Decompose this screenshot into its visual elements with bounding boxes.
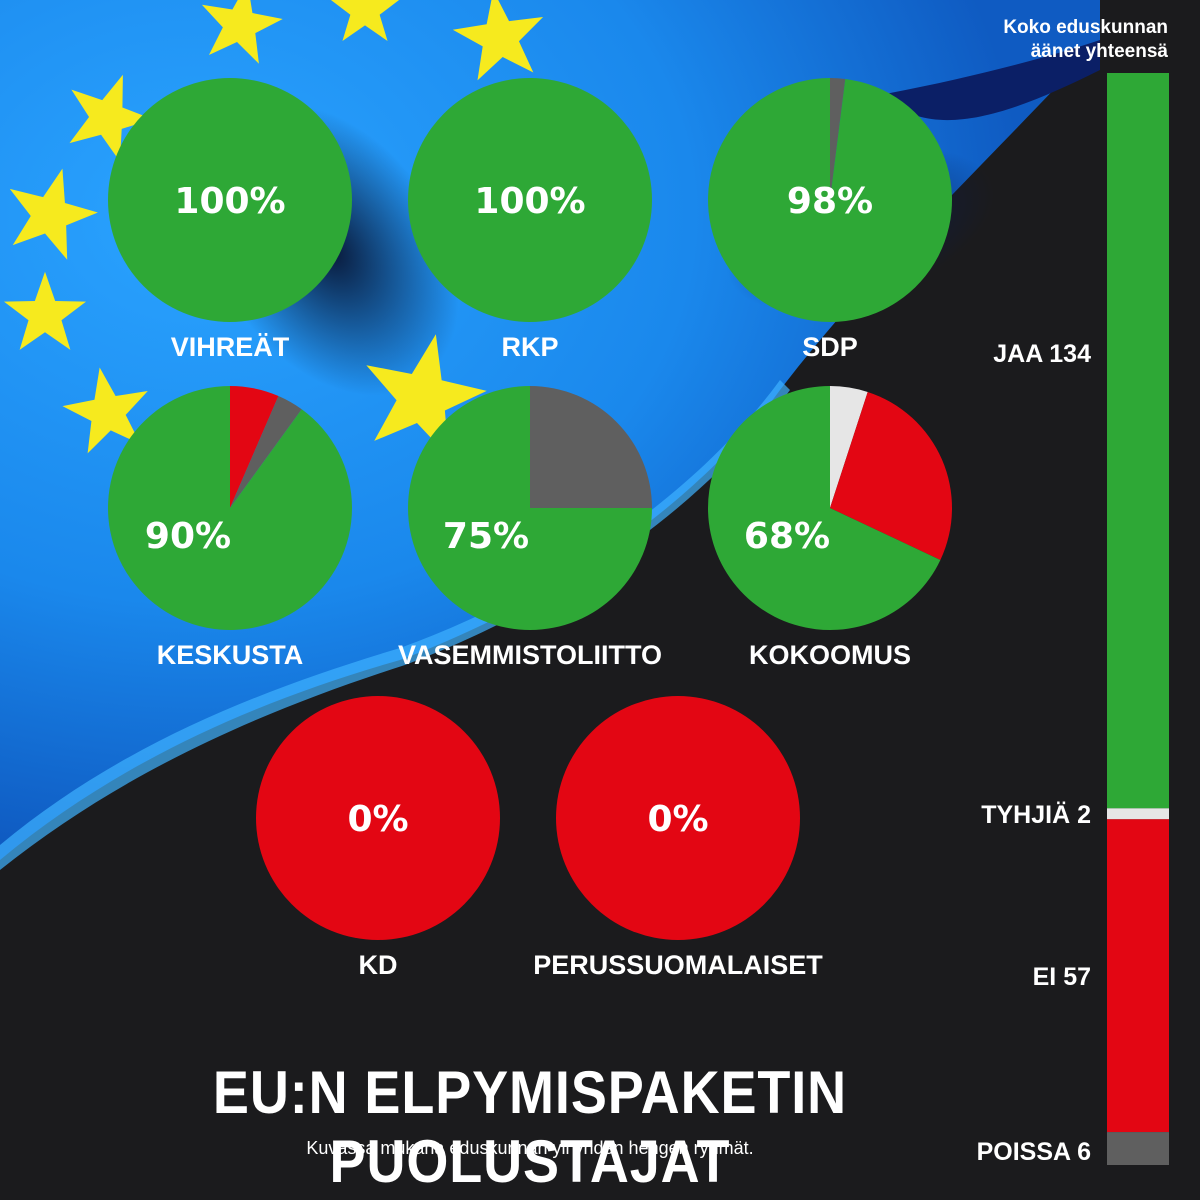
pie-percent-label: 100% [474,181,585,222]
pie-slice-jaa [408,78,652,322]
party-name-label: KOKOOMUS [749,640,911,670]
pie-kd: 0% KD [256,696,500,980]
pie-slice-poissa [230,396,302,508]
bar-segment-ei [1107,819,1169,1133]
bar-title-line: äänet yhteensä [1031,41,1169,62]
pie-slice-poissa [530,386,652,508]
bar-segment-tyhja [1107,808,1169,820]
bar-segment-poissa [1107,1132,1169,1165]
bar-label-jaa: JAA 134 [993,340,1091,368]
bar-segment-jaa [1107,73,1169,809]
flag-dark-edge [880,40,1100,121]
pie-slice-jaa [408,386,652,630]
pie-percent-label: 98% [787,181,873,222]
pie-slice-tyhja [830,386,868,508]
pie-keskusta: 90% KESKUSTA [108,386,353,670]
party-pies: 100% VIHREÄT 100% RKP 98% SDP 90% KESKUSTA 75% VA… [108,78,953,980]
pie-slice-poissa [830,78,846,200]
pie-percent-label: 75% [443,516,529,557]
bar-title-line: Koko eduskunnan [1003,17,1168,38]
pie-perussuomalaiset: 0% PERUSSUOMALAISET [533,696,823,980]
party-name-label: KESKUSTA [157,640,304,670]
pie-slice-ei [556,696,800,940]
party-name-label: PERUSSUOMALAISET [533,950,823,980]
pie-percent-label: 68% [744,516,830,557]
party-name-label: SDP [802,332,858,362]
pie-slice-jaa [708,78,953,322]
bar-label-ei: EI 57 [1033,963,1091,991]
bar-label-tyhja: TYHJIÄ 2 [981,801,1091,829]
pie-slice-jaa [108,386,353,630]
pie-slice-ei [830,391,953,560]
party-name-label: VASEMMISTOLIITTO [398,640,662,670]
pie-slice-jaa [108,78,352,322]
pie-percent-label: 0% [347,799,408,840]
bar-label-poissa: POISSA 6 [977,1138,1091,1166]
pie-slice-ei [256,696,500,940]
party-name-label: KD [359,950,398,980]
pie-percent-label: 0% [647,799,708,840]
pie-vasemmistoliitto: 75% VASEMMISTOLIITTO [398,386,662,670]
total-votes-bar: Koko eduskunnan äänet yhteensä JAA 134 TYHJ… [977,17,1169,1166]
pie-vihreat: 100% VIHREÄT [108,78,352,362]
page-subtitle: Kuvassa mukana eduskunnan yli yhden heng… [306,1138,754,1158]
pie-slice-jaa [708,386,941,630]
party-name-label: VIHREÄT [171,332,290,362]
page-title: EU:N ELPYMISPAKETIN PUOLUSTAJAT [212,1059,848,1195]
pie-percent-label: 100% [174,181,285,222]
pie-percent-label: 90% [145,516,231,557]
pie-slice-ei [230,386,279,508]
pie-sdp: 98% SDP [708,78,953,362]
pie-kokoomus: 68% KOKOOMUS [708,386,953,670]
pie-rkp: 100% RKP [408,78,652,362]
party-name-label: RKP [501,332,558,362]
